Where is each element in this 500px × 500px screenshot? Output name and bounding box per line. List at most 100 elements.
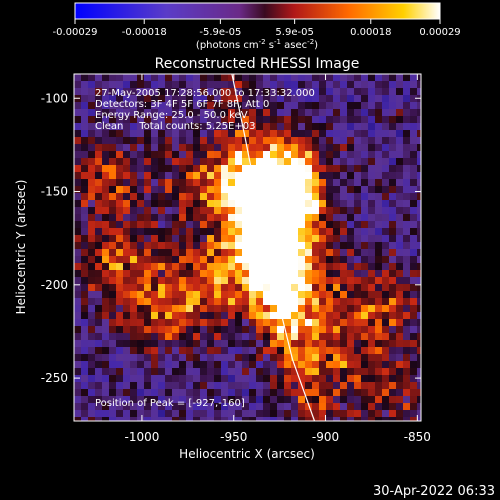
- heatmap-cell: [284, 375, 292, 383]
- heatmap-cell: [284, 242, 292, 250]
- heatmap-cell: [298, 172, 306, 180]
- heatmap-cell: [319, 291, 327, 299]
- heatmap-cell: [333, 165, 341, 173]
- heatmap-cell: [228, 354, 236, 362]
- heatmap-cell: [284, 270, 292, 278]
- heatmap-cell: [123, 81, 131, 89]
- heatmap-cell: [389, 333, 397, 341]
- heatmap-cell: [179, 200, 187, 208]
- heatmap-cell: [144, 375, 152, 383]
- heatmap-cell: [361, 130, 369, 138]
- heatmap-cell: [214, 158, 222, 166]
- heatmap-cell: [326, 403, 334, 411]
- heatmap-cell: [305, 179, 313, 187]
- heatmap-cell: [270, 382, 278, 390]
- heatmap-cell: [88, 396, 96, 404]
- heatmap-cell: [340, 354, 348, 362]
- heatmap-cell: [333, 312, 341, 320]
- heatmap-cell: [74, 368, 82, 376]
- heatmap-cell: [396, 95, 404, 103]
- heatmap-cell: [200, 403, 208, 411]
- heatmap-cell: [284, 102, 292, 110]
- heatmap-cell: [144, 305, 152, 313]
- heatmap-cell: [193, 95, 201, 103]
- heatmap-cell: [207, 277, 215, 285]
- heatmap-cell: [137, 319, 145, 327]
- heatmap-cell: [88, 319, 96, 327]
- info-line-energy: Energy Range: 25.0 - 50.0 keV: [95, 110, 248, 121]
- heatmap-cell: [242, 172, 250, 180]
- heatmap-cell: [333, 305, 341, 313]
- heatmap-cell: [361, 263, 369, 271]
- heatmap-cell: [291, 312, 299, 320]
- heatmap-cell: [228, 270, 236, 278]
- heatmap-cell: [340, 221, 348, 229]
- heatmap-cell: [172, 354, 180, 362]
- heatmap-cell: [277, 270, 285, 278]
- heatmap-cell: [305, 291, 313, 299]
- heatmap-cell: [137, 74, 145, 82]
- heatmap-cell: [361, 396, 369, 404]
- heatmap-cell: [389, 396, 397, 404]
- heatmap-cell: [88, 270, 96, 278]
- heatmap-cell: [228, 333, 236, 341]
- heatmap-cell: [158, 158, 166, 166]
- heatmap-cell: [221, 158, 229, 166]
- heatmap-cell: [382, 347, 390, 355]
- heatmap-cell: [235, 123, 243, 131]
- heatmap-cell: [347, 158, 355, 166]
- heatmap-cell: [165, 95, 173, 103]
- heatmap-cell: [298, 396, 306, 404]
- heatmap-cell: [263, 305, 271, 313]
- heatmap-cell: [95, 319, 103, 327]
- heatmap-cell: [200, 382, 208, 390]
- heatmap-cell: [123, 312, 131, 320]
- heatmap-cell: [74, 123, 82, 131]
- heatmap-cell: [368, 179, 376, 187]
- heatmap-cell: [256, 347, 264, 355]
- heatmap-cell: [312, 242, 320, 250]
- heatmap-cell: [347, 151, 355, 159]
- heatmap-cell: [319, 340, 327, 348]
- heatmap-cell: [375, 410, 383, 418]
- heatmap-cell: [354, 249, 362, 257]
- heatmap-cell: [207, 368, 215, 376]
- heatmap-cell: [81, 361, 89, 369]
- heatmap-cell: [158, 361, 166, 369]
- heatmap-cell: [186, 207, 194, 215]
- heatmap-cell: [291, 200, 299, 208]
- heatmap-cell: [382, 88, 390, 96]
- heatmap-cell: [382, 116, 390, 124]
- heatmap-cell: [263, 74, 271, 82]
- heatmap-cell: [403, 340, 411, 348]
- heatmap-cell: [298, 123, 306, 131]
- heatmap-cell: [298, 249, 306, 257]
- heatmap-cell: [305, 123, 313, 131]
- heatmap-cell: [228, 74, 236, 82]
- heatmap-cell: [312, 130, 320, 138]
- heatmap-cell: [88, 256, 96, 264]
- heatmap-cell: [88, 221, 96, 229]
- heatmap-cell: [403, 172, 411, 180]
- heatmap-cell: [361, 151, 369, 159]
- heatmap-cell: [144, 221, 152, 229]
- heatmap-cell: [186, 368, 194, 376]
- heatmap-cell: [179, 193, 187, 201]
- heatmap-cell: [396, 221, 404, 229]
- heatmap-cell: [396, 130, 404, 138]
- heatmap-cell: [221, 277, 229, 285]
- heatmap-cell: [354, 102, 362, 110]
- heatmap-cell: [74, 403, 82, 411]
- heatmap-cell: [214, 270, 222, 278]
- heatmap-cell: [410, 382, 418, 390]
- heatmap-cell: [354, 256, 362, 264]
- heatmap-cell: [410, 368, 418, 376]
- heatmap-cell: [144, 158, 152, 166]
- heatmap-cell: [284, 130, 292, 138]
- heatmap-cell: [81, 396, 89, 404]
- heatmap-cell: [396, 319, 404, 327]
- heatmap-cell: [179, 144, 187, 152]
- heatmap-cell: [291, 249, 299, 257]
- heatmap-cell: [249, 326, 257, 334]
- heatmap-cell: [333, 333, 341, 341]
